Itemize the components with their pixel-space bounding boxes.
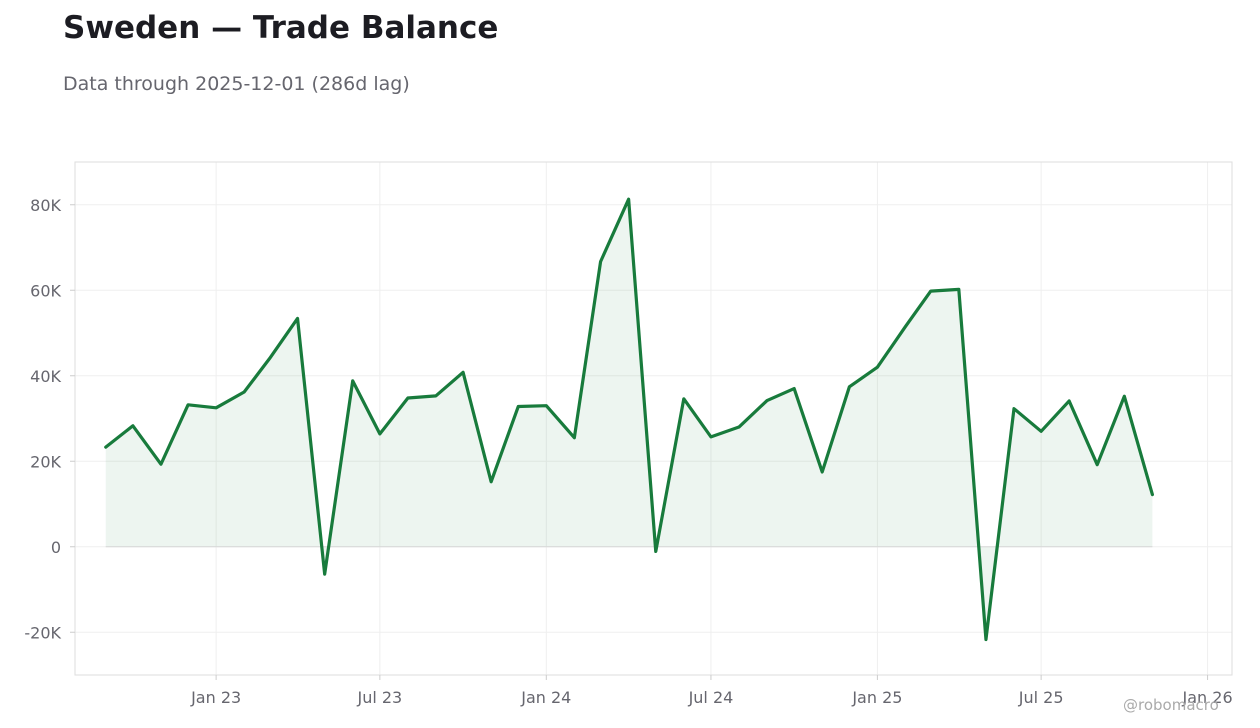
- data-point: [709, 435, 712, 438]
- data-point: [737, 426, 740, 429]
- data-point: [159, 463, 162, 466]
- data-point: [545, 404, 548, 407]
- x-tick-label: Jul 23: [356, 688, 402, 707]
- data-point: [573, 436, 576, 439]
- x-tick-label: Jan 24: [520, 688, 571, 707]
- y-tick-label: -20K: [24, 623, 61, 642]
- data-point: [1151, 493, 1154, 496]
- data-point: [848, 385, 851, 388]
- y-axis: -20K 0 20K 40K 60K 80K: [24, 196, 75, 642]
- data-point: [766, 399, 769, 402]
- plot-frame: [74, 161, 1233, 676]
- data-point: [243, 390, 246, 393]
- data-point: [821, 470, 824, 473]
- series-area: [105, 199, 1153, 640]
- data-point: [268, 357, 271, 360]
- data-point: [957, 288, 960, 291]
- data-point: [654, 550, 657, 553]
- y-tick-label: 20K: [30, 452, 61, 471]
- y-tick-label: 80K: [30, 196, 61, 215]
- data-point: [984, 638, 987, 641]
- x-tick-label: Jan 25: [851, 688, 902, 707]
- data-point: [1068, 399, 1071, 402]
- data-point: [351, 379, 354, 382]
- data-point: [296, 317, 299, 320]
- data-point: [187, 403, 190, 406]
- x-tick-label: Jul 24: [688, 688, 734, 707]
- y-tick-label: 0: [51, 538, 61, 557]
- line-layer: [104, 197, 1154, 642]
- series-line: [104, 197, 1154, 642]
- data-point: [1012, 407, 1015, 410]
- data-point: [104, 446, 107, 449]
- y-tick-label: 40K: [30, 367, 61, 386]
- chart-title: Sweden — Trade Balance: [63, 10, 499, 46]
- x-tick-label: Jan 23: [190, 688, 241, 707]
- data-point: [131, 424, 134, 427]
- data-point: [599, 260, 602, 263]
- y-tick-label: 60K: [30, 281, 61, 300]
- data-point: [793, 387, 796, 390]
- data-point: [323, 573, 326, 576]
- data-point: [378, 432, 381, 435]
- data-point: [434, 394, 437, 397]
- x-tick-label: Jan 26: [1182, 688, 1233, 707]
- watermark: @robomacro: [1123, 696, 1219, 714]
- data-point: [682, 397, 685, 400]
- data-point: [517, 405, 520, 408]
- grid-layer: [75, 162, 1232, 675]
- data-point: [1096, 463, 1099, 466]
- data-point: [876, 366, 879, 369]
- data-point: [215, 406, 218, 409]
- x-axis: Jan 23 Jul 23 Jan 24 Jul 24 Jan 25 Jul 25 Jan …: [190, 675, 1233, 707]
- data-point: [627, 198, 630, 201]
- plot-frame-layer: [74, 161, 1233, 676]
- data-point: [1040, 430, 1043, 433]
- x-tick-label: Jul 25: [1018, 688, 1064, 707]
- data-point: [406, 396, 409, 399]
- data-point: [462, 371, 465, 374]
- chart-subtitle: Data through 2025-12-01 (286d lag): [63, 73, 410, 95]
- data-point: [904, 325, 907, 328]
- data-point: [929, 290, 932, 293]
- data-point: [490, 480, 493, 483]
- data-point: [1123, 395, 1126, 398]
